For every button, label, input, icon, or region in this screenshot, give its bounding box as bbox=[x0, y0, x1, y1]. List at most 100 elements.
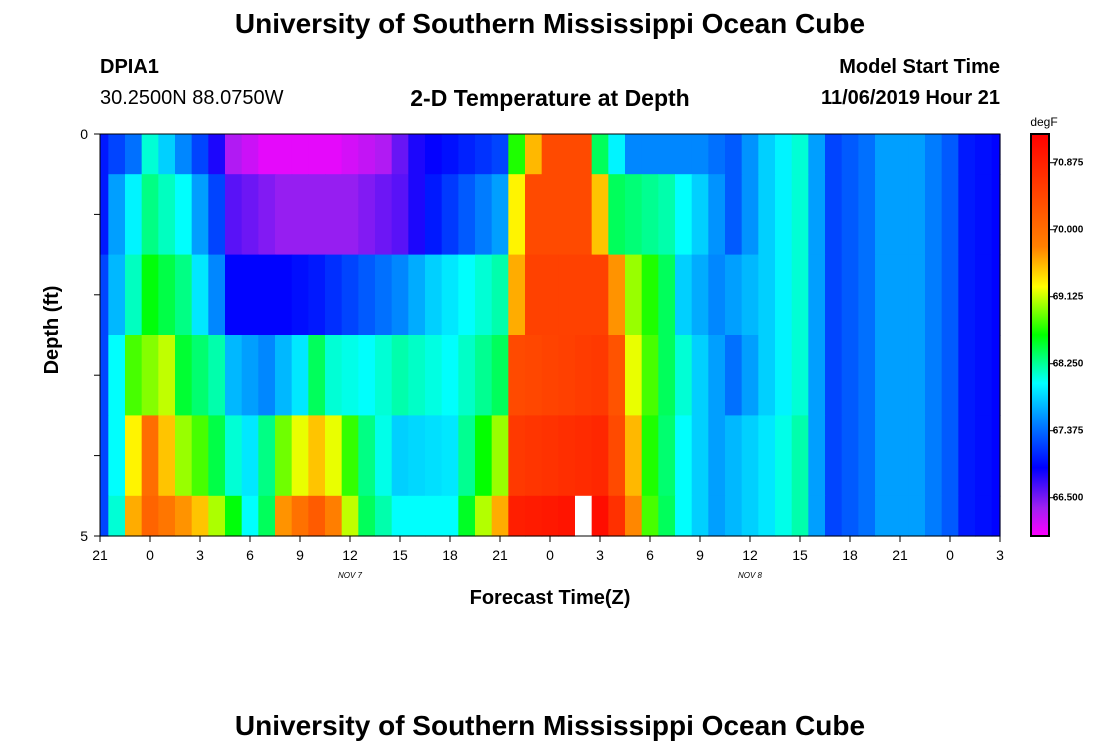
heatmap-cell bbox=[625, 254, 643, 336]
x-axis-label: Forecast Time(Z) bbox=[470, 587, 631, 609]
heatmap-cell bbox=[391, 254, 409, 336]
heatmap-cell bbox=[991, 495, 1001, 537]
heatmap-cell bbox=[491, 174, 509, 256]
heatmap-cell bbox=[175, 415, 193, 497]
heatmap-cell bbox=[691, 134, 709, 175]
heatmap-cell bbox=[591, 134, 609, 175]
heatmap-cell bbox=[841, 254, 859, 336]
heatmap-cell bbox=[525, 134, 543, 175]
heatmap-cell bbox=[958, 415, 976, 497]
x-tick-label: 3 bbox=[196, 547, 204, 563]
station-coordinates: 30.2500N 88.0750W bbox=[100, 87, 284, 109]
heatmap-cell bbox=[225, 254, 243, 336]
heatmap-cell bbox=[791, 174, 809, 256]
heatmap-cell bbox=[808, 174, 826, 256]
heatmap-cell bbox=[475, 174, 493, 256]
x-tick-label: 21 bbox=[892, 547, 908, 563]
heatmap-cell bbox=[608, 134, 626, 175]
heatmap-cell bbox=[558, 335, 576, 416]
heatmap-cell bbox=[358, 335, 376, 416]
heatmap-cell bbox=[191, 335, 209, 416]
heatmap-cell bbox=[625, 495, 643, 537]
x-tick-label: 9 bbox=[696, 547, 704, 563]
y-axis-label: Depth (ft) bbox=[41, 286, 63, 375]
heatmap-cell bbox=[275, 415, 293, 497]
heatmap-cell bbox=[100, 335, 109, 416]
heatmap-cell bbox=[825, 254, 843, 336]
heatmap-cell bbox=[458, 335, 476, 416]
heatmap-cell bbox=[525, 415, 543, 497]
heatmap-cell bbox=[775, 335, 793, 416]
heatmap-cell bbox=[791, 335, 809, 416]
heatmap-cell bbox=[241, 134, 259, 175]
heatmap-cell bbox=[658, 495, 676, 537]
heatmap-cell bbox=[675, 335, 693, 416]
heatmap-cell bbox=[558, 134, 576, 175]
heatmap-cell bbox=[375, 134, 393, 175]
heatmap-cell bbox=[325, 134, 343, 175]
heatmap-cell bbox=[575, 335, 593, 416]
heatmap-cell bbox=[758, 415, 776, 497]
heatmap-cell bbox=[691, 335, 709, 416]
heatmap-cell bbox=[525, 254, 543, 336]
heatmap-cell bbox=[308, 134, 326, 175]
heatmap-cell bbox=[875, 415, 893, 497]
footer-title: University of Southern Mississippi Ocean… bbox=[234, 710, 866, 741]
heatmap-cell bbox=[425, 415, 443, 497]
heatmap-cell bbox=[258, 174, 276, 256]
heatmap-cell bbox=[708, 335, 726, 416]
y-axis: 05 bbox=[80, 126, 100, 544]
heatmap-cell bbox=[525, 335, 543, 416]
heatmap-cell bbox=[608, 254, 626, 336]
heatmap-cell bbox=[675, 174, 693, 256]
x-tick-label: 0 bbox=[946, 547, 954, 563]
heatmap-cell bbox=[258, 134, 276, 175]
colorbar-tick-label: 67.375 bbox=[1053, 426, 1084, 437]
heatmap-cell bbox=[941, 174, 959, 256]
heatmap-cell bbox=[425, 335, 443, 416]
x-tick-label: 21 bbox=[92, 547, 108, 563]
heatmap-cell bbox=[741, 495, 759, 537]
heatmap-cell bbox=[575, 415, 593, 497]
heatmap-cell bbox=[608, 335, 626, 416]
heatmap-cell bbox=[875, 174, 893, 256]
heatmap-cell bbox=[191, 495, 209, 537]
heatmap-cell bbox=[241, 495, 259, 537]
heatmap-cell bbox=[358, 495, 376, 537]
heatmap-cell bbox=[191, 134, 209, 175]
heatmap-cell bbox=[341, 495, 359, 537]
heatmap-cell bbox=[875, 254, 893, 336]
heatmap-cell bbox=[908, 254, 926, 336]
heatmap-cell bbox=[208, 134, 226, 175]
heatmap-cell bbox=[491, 335, 509, 416]
heatmap-missing-cell bbox=[575, 495, 593, 537]
heatmap-cell bbox=[308, 254, 326, 336]
x-tick-label: 6 bbox=[646, 547, 654, 563]
heatmap-cell bbox=[258, 495, 276, 537]
heatmap-cell bbox=[325, 495, 343, 537]
heatmap-cell bbox=[825, 174, 843, 256]
heatmap-cell bbox=[275, 254, 293, 336]
heatmap-cell bbox=[241, 254, 259, 336]
heatmap-cell bbox=[958, 335, 976, 416]
heatmap-cell bbox=[825, 335, 843, 416]
heatmap-cell bbox=[341, 335, 359, 416]
heatmap-cell bbox=[258, 335, 276, 416]
heatmap-cell bbox=[100, 134, 109, 175]
heatmap-cell bbox=[641, 495, 659, 537]
x-tick-label: 12 bbox=[742, 547, 758, 563]
heatmap-cell bbox=[375, 254, 393, 336]
y-tick-label: 5 bbox=[80, 528, 88, 544]
heatmap-cell bbox=[741, 415, 759, 497]
heatmap-cell bbox=[491, 415, 509, 497]
heatmap-cell bbox=[558, 254, 576, 336]
heatmap-cell bbox=[575, 254, 593, 336]
model-start-label: Model Start Time bbox=[839, 56, 1000, 78]
heatmap-cell bbox=[591, 335, 609, 416]
heatmap-cell bbox=[825, 134, 843, 175]
heatmap-cell bbox=[125, 174, 143, 256]
heatmap-cell bbox=[758, 134, 776, 175]
heatmap-cell bbox=[158, 174, 176, 256]
heatmap-cell bbox=[991, 335, 1001, 416]
heatmap-cell bbox=[625, 134, 643, 175]
